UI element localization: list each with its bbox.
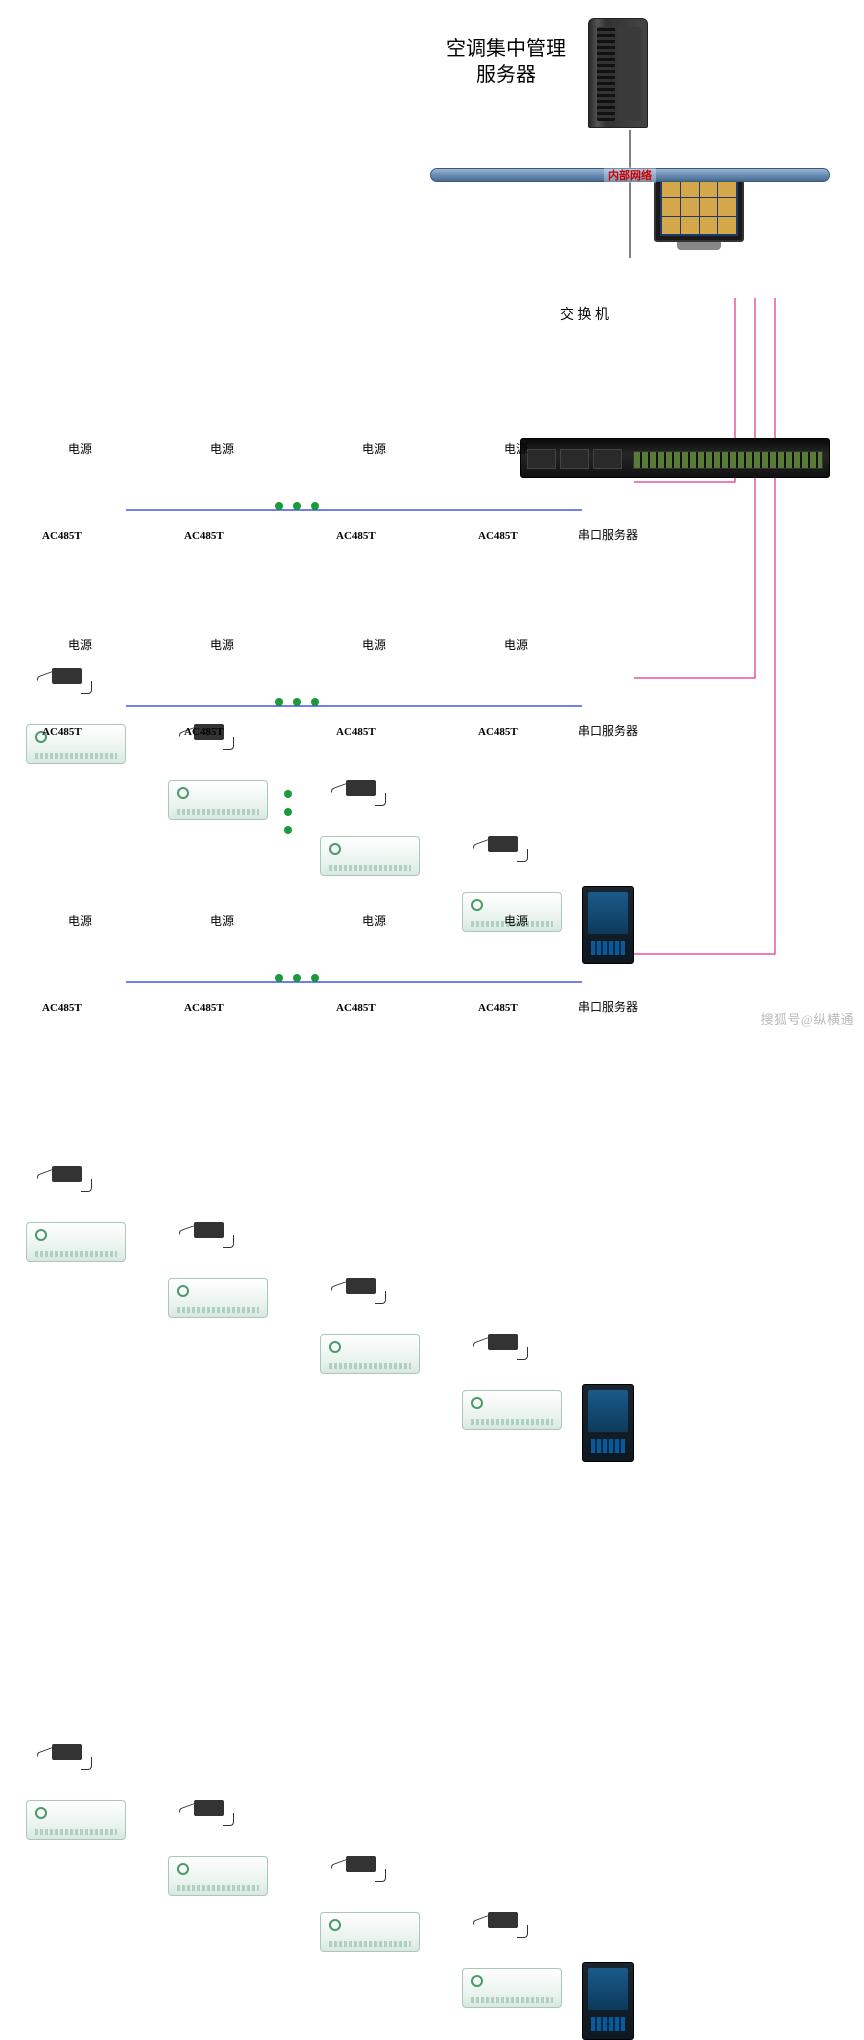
power-label: 电源	[362, 440, 386, 457]
ac-model-label: AC485T	[42, 1002, 82, 1014]
ac-model-label: AC485T	[42, 530, 82, 542]
ac-model-label: AC485T	[336, 726, 376, 738]
network-bar-label: 内部网络	[604, 167, 656, 183]
power-adapter-icon	[194, 1222, 224, 1238]
ac-model-label: AC485T	[336, 530, 376, 542]
ac-unit-icon	[462, 1390, 562, 1430]
server-tower-icon	[588, 18, 648, 128]
ac-model-label: AC485T	[336, 1002, 376, 1014]
ac-model-label: AC485T	[478, 726, 518, 738]
power-label: 电源	[362, 636, 386, 653]
power-label: 电源	[210, 440, 234, 457]
server-title-line1: 空调集中管理	[446, 38, 566, 60]
serial-server-label: 串口服务器	[578, 722, 638, 739]
power-label: 电源	[504, 440, 528, 457]
server-title-line2: 服务器	[476, 64, 536, 86]
ellipsis-dots	[275, 698, 319, 706]
ac-model-label: AC485T	[184, 1002, 224, 1014]
power-adapter-icon	[194, 1800, 224, 1816]
ellipsis-dots-vertical	[284, 790, 292, 834]
power-label: 电源	[210, 636, 234, 653]
monitor-screen	[660, 178, 738, 236]
ac-unit-icon	[320, 1334, 420, 1374]
power-adapter-icon	[52, 1744, 82, 1760]
power-adapter-icon	[52, 1166, 82, 1182]
power-label: 电源	[68, 636, 92, 653]
ac-unit-icon	[320, 1912, 420, 1952]
ac-model-label: AC485T	[42, 726, 82, 738]
ac-unit-icon	[462, 1968, 562, 2008]
power-label: 电源	[68, 440, 92, 457]
ac-unit-icon	[26, 1800, 126, 1840]
power-adapter-icon	[52, 668, 82, 684]
power-adapter-icon	[346, 1856, 376, 1872]
serial-server-icon	[582, 1384, 634, 1462]
ac-unit-icon	[168, 1856, 268, 1896]
serial-server-label: 串口服务器	[578, 998, 638, 1015]
power-label: 电源	[210, 912, 234, 929]
serial-server-label: 串口服务器	[578, 526, 638, 543]
ac-model-label: AC485T	[478, 530, 518, 542]
ac-unit-icon	[168, 1278, 268, 1318]
power-adapter-icon	[488, 1912, 518, 1928]
power-label: 电源	[504, 636, 528, 653]
ellipsis-dots	[275, 974, 319, 982]
ac-unit-icon	[168, 780, 268, 820]
watermark: 搜狐号@纵横通	[761, 1009, 854, 1028]
switch-ports	[633, 451, 823, 469]
ellipsis-dots	[275, 502, 319, 510]
switch-label: 交 换 机	[560, 304, 609, 324]
ac-unit-icon	[26, 1222, 126, 1262]
power-adapter-icon	[488, 1334, 518, 1350]
power-label: 电源	[362, 912, 386, 929]
ac-unit-icon	[320, 836, 420, 876]
switch-left-panel	[527, 449, 622, 469]
connection-lines	[0, 0, 864, 1036]
power-adapter-icon	[346, 780, 376, 796]
server-title: 空调集中管理 服务器	[436, 36, 576, 88]
monitor-icon	[654, 172, 744, 242]
power-label: 电源	[68, 912, 92, 929]
ac-model-label: AC485T	[478, 1002, 518, 1014]
power-adapter-icon	[488, 836, 518, 852]
ac-model-label: AC485T	[184, 530, 224, 542]
power-adapter-icon	[346, 1278, 376, 1294]
power-label: 电源	[504, 912, 528, 929]
serial-server-icon	[582, 886, 634, 964]
ac-model-label: AC485T	[184, 726, 224, 738]
serial-server-icon	[582, 1962, 634, 2040]
network-bar: 内部网络	[430, 168, 830, 182]
switch-icon	[520, 438, 830, 478]
